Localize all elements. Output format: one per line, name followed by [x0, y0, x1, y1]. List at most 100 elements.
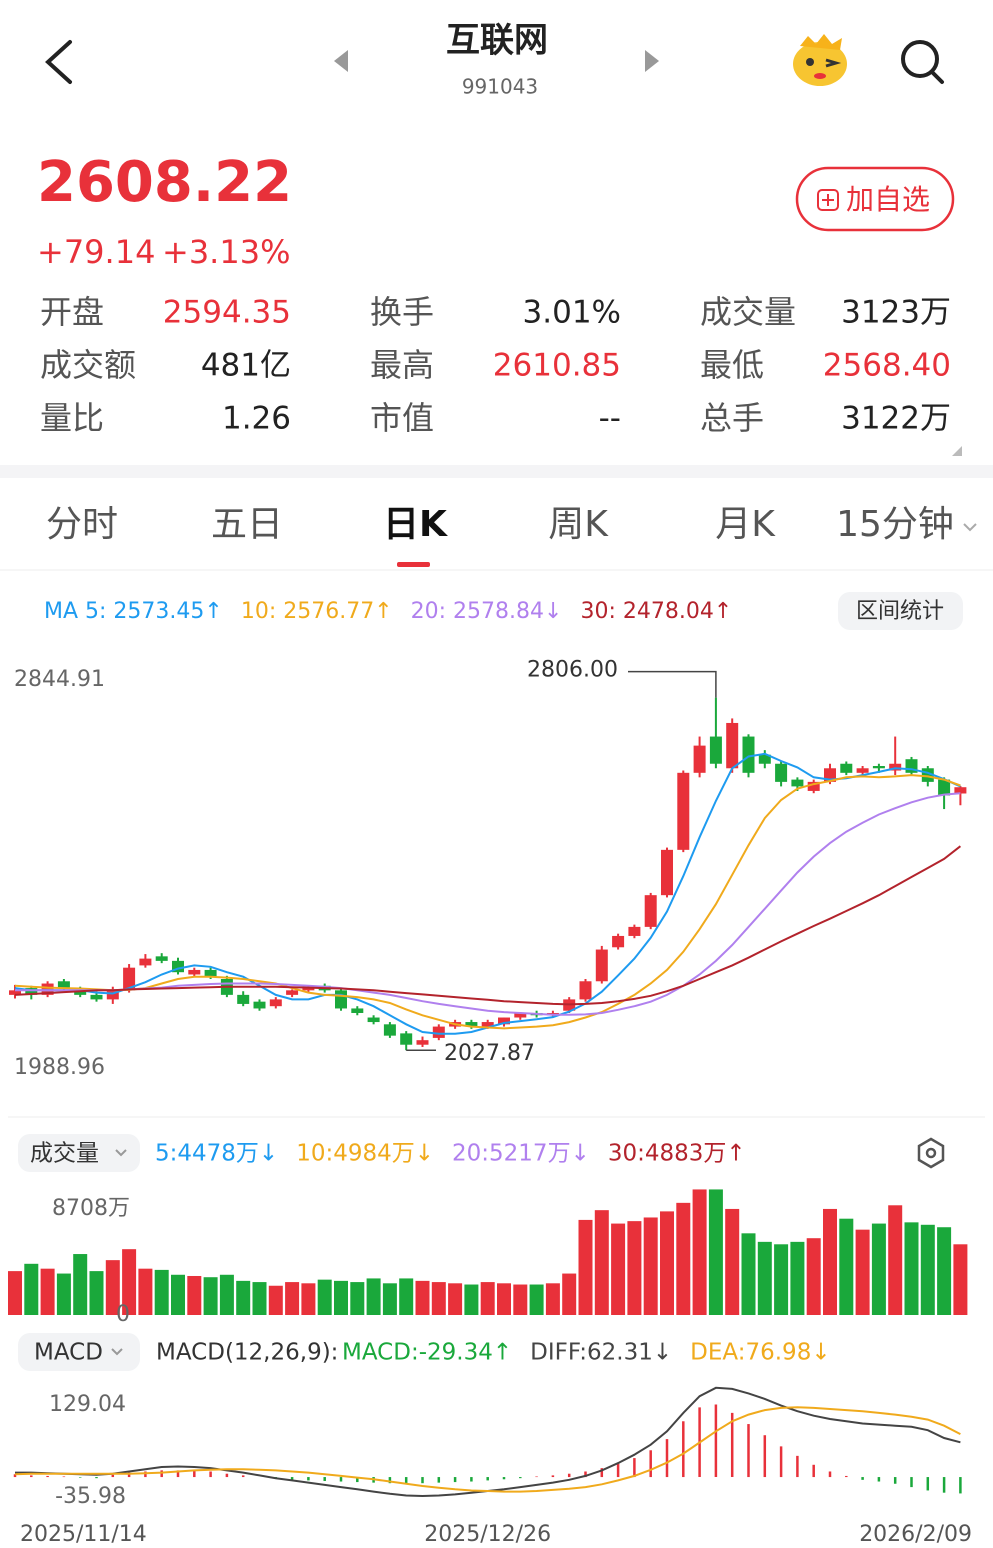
- volume-bar: [871, 1223, 886, 1315]
- title: 互联网: [446, 21, 548, 61]
- ma-line: [14, 774, 961, 1030]
- volume-bar: [611, 1223, 626, 1315]
- candle-body: [677, 772, 690, 850]
- volume-bar: [366, 1278, 381, 1315]
- volume-bar: [920, 1224, 935, 1315]
- volume-menu-label: 成交量: [30, 1141, 99, 1167]
- tab[interactable]: 15分钟: [836, 504, 954, 545]
- y-tick-label: 1988.96: [14, 1055, 105, 1080]
- candle-body: [57, 981, 70, 989]
- stat-value: 3122万: [841, 401, 951, 437]
- range-label: 区间统计: [856, 599, 944, 624]
- candle-body: [889, 763, 902, 771]
- volume-bar: [187, 1275, 202, 1315]
- stat-value: 2610.85: [493, 348, 621, 384]
- y-tick-label: 8708万: [52, 1196, 130, 1221]
- volume-bar: [676, 1202, 691, 1315]
- candle-body: [742, 736, 755, 773]
- volume-menu[interactable]: 成交量: [18, 1134, 140, 1172]
- watch-button[interactable]: 加自选: [795, 166, 955, 232]
- candle-body: [465, 1022, 478, 1027]
- next-button[interactable]: [645, 50, 659, 72]
- tab[interactable]: 分时: [46, 504, 118, 545]
- candle-body: [661, 849, 673, 896]
- macd-params: MACD(12,26,9):: [156, 1340, 338, 1366]
- macd-menu[interactable]: MACD: [18, 1333, 140, 1371]
- change: +79.14: [37, 233, 155, 271]
- candle-body: [840, 763, 853, 773]
- volume-bar: [562, 1273, 577, 1315]
- settings-button[interactable]: [917, 1137, 945, 1169]
- candle-body: [726, 722, 739, 769]
- volume-bar: [236, 1280, 251, 1315]
- volume-bar: [268, 1285, 283, 1315]
- candle-body: [872, 766, 885, 769]
- volume-bar: [448, 1283, 463, 1315]
- volume-legend: 20:5217万↓: [452, 1141, 590, 1167]
- price: 2608.22: [37, 150, 292, 215]
- macd-legend: DEA:76.98↓: [690, 1340, 830, 1366]
- candle-body: [204, 969, 217, 977]
- ma-legend: MA 5: 2573.45↑: [44, 599, 223, 624]
- volume-bar: [252, 1282, 267, 1315]
- stock-code: 991043: [462, 75, 538, 99]
- volume-bar: [171, 1274, 185, 1315]
- candle-body: [41, 983, 54, 995]
- candle-body: [791, 779, 804, 787]
- volume-bar: [138, 1268, 153, 1315]
- volume-bar: [578, 1219, 593, 1315]
- tab[interactable]: 五日: [211, 504, 283, 545]
- stat-label: 总手: [700, 399, 764, 437]
- stat-label: 成交额: [40, 346, 136, 384]
- candle-body: [9, 990, 21, 995]
- range-button[interactable]: 区间统计: [838, 592, 963, 630]
- candle-body: [155, 956, 168, 961]
- candle-body: [286, 990, 299, 995]
- volume-bar: [692, 1189, 707, 1315]
- candle-body: [383, 1024, 396, 1036]
- candle-body: [253, 1001, 266, 1009]
- prev-button[interactable]: [334, 50, 348, 72]
- dea-line: [14, 1406, 961, 1493]
- stat-value: 1.26: [222, 401, 291, 437]
- volume-bar: [105, 1260, 120, 1315]
- tab-indicator: [397, 562, 430, 567]
- volume-bar: [24, 1263, 39, 1315]
- stat-value: 481亿: [201, 348, 291, 384]
- stat-label: 换手: [370, 293, 434, 331]
- stat-label: 市值: [370, 399, 434, 437]
- back-button[interactable]: [45, 40, 72, 84]
- candle-body: [74, 990, 87, 995]
- candle-body: [709, 736, 722, 764]
- macd-legend: MACD:-29.34↑: [342, 1340, 512, 1366]
- mascot[interactable]: [793, 34, 847, 86]
- volume-bar: [725, 1208, 740, 1315]
- volume-bar: [56, 1273, 71, 1315]
- candle-body: [432, 1026, 445, 1038]
- high-pointer: [628, 670, 717, 698]
- ma-legend: 20: 2578.84↓: [411, 599, 563, 624]
- search-button[interactable]: [901, 40, 944, 84]
- x-tick-label: 2026/2/09: [859, 1522, 972, 1547]
- volume-bar: [513, 1284, 528, 1315]
- volume-bar: [888, 1205, 903, 1315]
- volume-bar: [350, 1282, 365, 1315]
- high-label: 2806.00: [527, 658, 618, 683]
- volume-bar: [839, 1218, 854, 1315]
- candle-body: [269, 999, 282, 1007]
- candle-body: [400, 1033, 413, 1045]
- y-tick-label: 129.04: [49, 1392, 126, 1417]
- candle-body: [139, 958, 152, 966]
- volume-bar: [545, 1283, 560, 1315]
- volume-bar: [285, 1282, 300, 1315]
- volume-bar: [497, 1283, 511, 1315]
- candle-body: [237, 994, 250, 1004]
- volume-legend: 10:4984万↓: [296, 1141, 434, 1167]
- tab[interactable]: 月K: [715, 504, 776, 545]
- tab[interactable]: 周K: [548, 504, 609, 545]
- stat-label: 开盘: [40, 293, 104, 331]
- volume-bar: [154, 1269, 169, 1315]
- tab[interactable]: 日K: [383, 504, 448, 545]
- volume-bar: [334, 1280, 348, 1315]
